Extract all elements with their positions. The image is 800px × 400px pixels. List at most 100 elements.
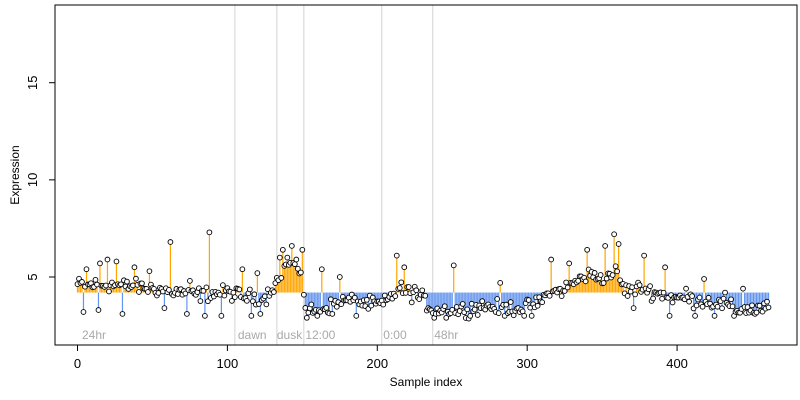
expression-point <box>591 270 598 276</box>
expression-point <box>119 311 126 317</box>
expression-point <box>729 303 736 310</box>
expression-point <box>521 313 528 319</box>
expression-point <box>146 268 153 275</box>
x-tick-label: 300 <box>516 356 538 371</box>
expression-point <box>244 297 250 304</box>
expression-point <box>396 285 403 291</box>
y-tick-label: 15 <box>25 75 40 89</box>
expression-point <box>218 313 225 319</box>
expression-point <box>203 284 210 291</box>
expression-point <box>603 275 610 282</box>
y-tick-label: 10 <box>25 173 40 187</box>
expression-point <box>686 298 692 305</box>
expression-point <box>302 305 309 311</box>
expression-point <box>641 252 647 259</box>
expression-point <box>248 313 255 319</box>
expression-point <box>471 306 478 313</box>
expression-point <box>299 246 306 253</box>
expression-point <box>459 301 466 307</box>
expression-point <box>271 289 277 295</box>
expression-point <box>464 306 471 313</box>
expression-point <box>314 313 321 319</box>
expression-point <box>197 298 204 304</box>
expression-point <box>308 301 315 308</box>
expression-point <box>92 276 99 283</box>
region-label: dusk <box>277 328 303 342</box>
expression-point <box>629 284 635 291</box>
expression-point <box>749 302 755 309</box>
expression-point <box>450 262 457 269</box>
expression-point <box>124 278 130 285</box>
expression-point <box>236 286 243 293</box>
region-label: 48hr <box>434 328 458 342</box>
expression-point <box>247 286 253 293</box>
expression-point <box>393 252 400 259</box>
expression-point <box>318 266 325 273</box>
expression-point <box>83 266 90 273</box>
expression-point <box>611 231 617 238</box>
expression-point <box>584 246 590 253</box>
expression-point <box>468 300 475 307</box>
expression-point <box>139 280 145 287</box>
expression-point <box>740 285 746 292</box>
expression-point <box>566 260 573 267</box>
region-label: 24hr <box>82 328 106 342</box>
expression-point <box>602 243 608 249</box>
expression-point <box>705 294 712 301</box>
expression-point <box>662 264 668 271</box>
expression-point <box>630 305 637 311</box>
region-labels: 24hr dawn dusk 12:00 0:00 48hr <box>82 328 458 342</box>
expression-point <box>131 264 138 271</box>
expression-point <box>422 292 429 299</box>
expression-point <box>525 297 532 303</box>
expression-point <box>666 313 673 319</box>
expression-point <box>166 287 172 293</box>
expression-point <box>600 280 607 286</box>
expression-point <box>467 313 474 319</box>
expression-point <box>534 302 541 309</box>
expression-point <box>539 299 546 306</box>
expression-point <box>184 311 190 317</box>
x-tick-label: 400 <box>666 356 688 371</box>
expression-point <box>182 290 189 297</box>
expression-point <box>239 266 246 273</box>
y-axis: 5 10 15 <box>25 75 56 281</box>
expression-point <box>278 275 285 281</box>
expression-point <box>161 305 168 311</box>
expression-point <box>722 289 728 296</box>
expression-point <box>728 296 734 303</box>
expression-point <box>251 291 258 298</box>
expression-point <box>503 301 510 308</box>
expression-point <box>546 292 553 299</box>
expression-point <box>660 289 667 296</box>
expression-point <box>683 285 689 292</box>
expression-point <box>97 260 103 267</box>
expression-point <box>692 313 698 319</box>
expression-point <box>133 275 139 282</box>
x-tick-label: 200 <box>366 356 388 371</box>
expression-point <box>756 302 763 309</box>
expression-point <box>279 246 286 253</box>
expression-point <box>276 254 283 261</box>
expression-point <box>408 299 415 306</box>
expression-point <box>303 314 310 321</box>
expression-point <box>257 311 264 317</box>
expression-point <box>474 312 481 318</box>
expression-point <box>693 302 700 309</box>
expression-point <box>597 272 604 278</box>
expression-point <box>689 293 695 299</box>
expression-point <box>696 294 703 301</box>
expression-point <box>563 279 570 286</box>
expression-point <box>413 287 420 294</box>
expression-point <box>297 269 304 276</box>
expression-point <box>254 270 261 276</box>
expression-point <box>217 291 223 298</box>
expression-point <box>291 261 298 267</box>
expression-point <box>113 258 120 265</box>
expression-point <box>558 293 565 299</box>
expression-point <box>669 299 676 306</box>
expression-point <box>136 289 142 295</box>
expression-point <box>405 284 412 290</box>
expression-point <box>392 293 399 299</box>
